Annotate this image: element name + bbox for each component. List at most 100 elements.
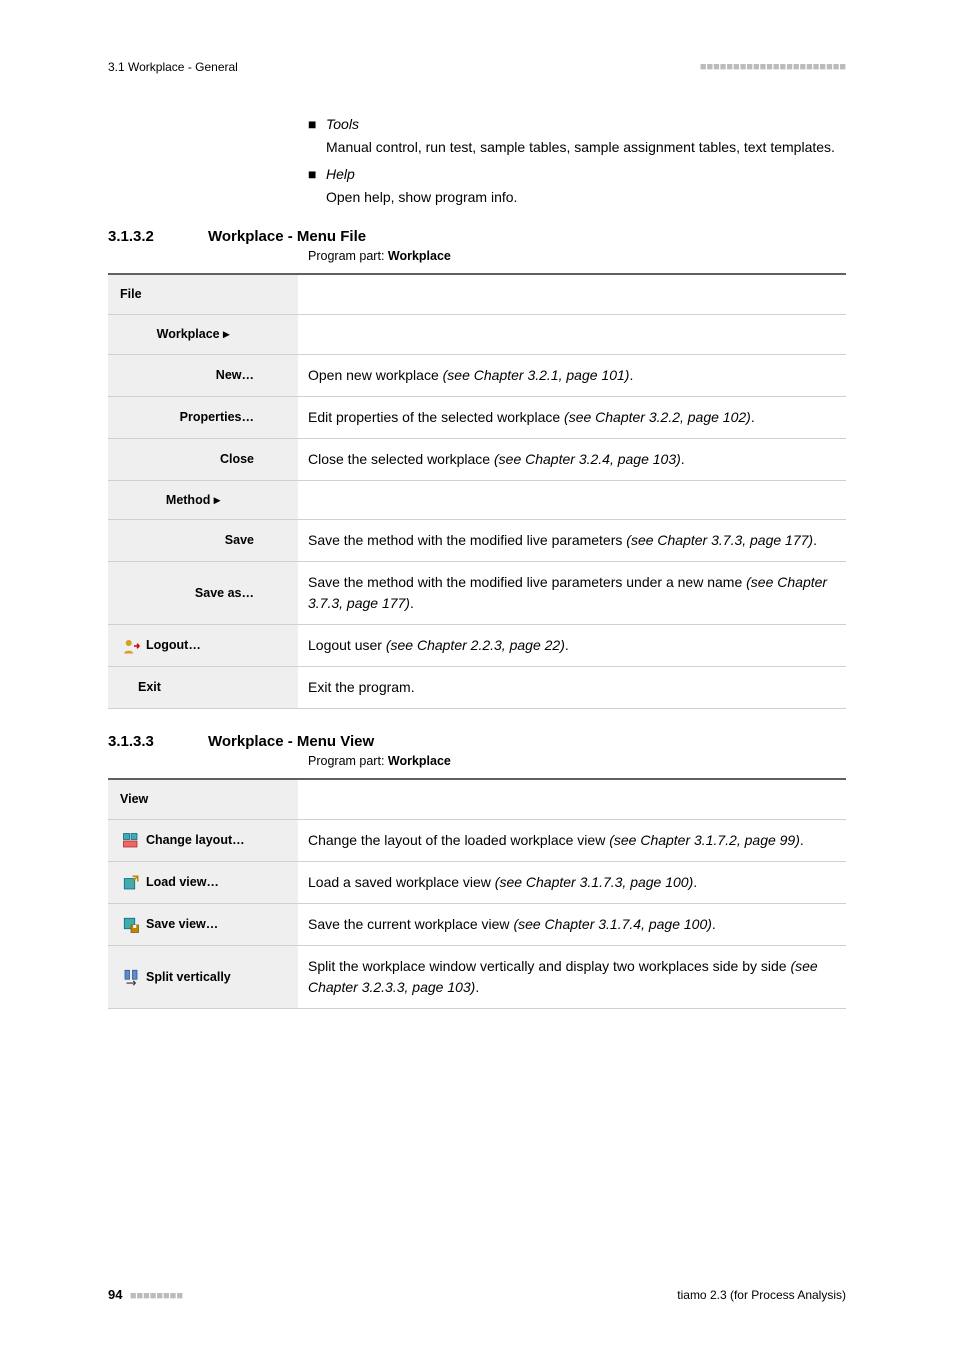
desc-ref: (see Chapter 3.2.4, page 103) [494,451,681,467]
menu-label: Load view… [146,873,219,892]
program-part-line: Program part: Workplace [308,249,846,263]
bullet-item: ■ Help [308,164,846,185]
footer-right: tiamo 2.3 (for Process Analysis) [677,1288,846,1302]
menu-label: Save [225,533,254,547]
table-row: Split vertically Split the workplace win… [108,946,846,1009]
footer-left: 94 ■■■■■■■■ [108,1287,183,1302]
menu-label: New… [216,368,254,382]
menu-item[interactable]: New… [108,354,298,396]
page-number: 94 [108,1287,122,1302]
desc-text: . [410,595,414,611]
desc-ref: (see Chapter 3.1.7.2, page 99) [609,832,800,848]
desc-text: . [475,979,479,995]
program-part-value: Workplace [388,249,451,263]
desc-text: Logout user [308,637,386,653]
table-row: Save view… Save the current workplace vi… [108,904,846,946]
menu-item[interactable]: Load view… [108,862,298,904]
menu-label: Close [220,452,254,466]
menu-label: Properties… [180,410,254,424]
desc-text: . [681,451,685,467]
desc-ref: (see Chapter 2.2.3, page 22) [386,637,565,653]
menu-desc: Close the selected workplace (see Chapte… [298,438,846,480]
menu-item[interactable]: Exit [108,667,298,709]
footer-dots: ■■■■■■■■ [130,1290,183,1302]
load-view-icon [122,874,140,892]
menu-desc [298,779,846,819]
table-row: View [108,779,846,819]
bullet-item: ■ Tools [308,114,846,135]
table-row: Logout… Logout user (see Chapter 2.2.3, … [108,625,846,667]
menu-desc: Open new workplace (see Chapter 3.2.1, p… [298,354,846,396]
page-footer: 94 ■■■■■■■■ tiamo 2.3 (for Process Analy… [108,1287,846,1302]
desc-text: Split the workplace window vertically an… [308,958,790,974]
section-number: 3.1.3.2 [108,228,208,245]
desc-ref: (see Chapter 3.2.2, page 102) [564,409,751,425]
menu-label: Change layout… [146,831,245,850]
menu-header: File [108,274,298,314]
bullet-title: Tools [326,114,359,135]
menu-desc: Change the layout of the loaded workplac… [298,820,846,862]
menu-item[interactable]: Close [108,438,298,480]
desc-text: . [629,367,633,383]
desc-text: Save the current workplace view [308,916,513,932]
menu-item[interactable]: Save as… [108,562,298,625]
section-heading-view: 3.1.3.3 Workplace - Menu View [108,733,846,750]
table-row: New… Open new workplace (see Chapter 3.2… [108,354,846,396]
desc-text: . [565,637,569,653]
section-title: Workplace - Menu View [208,733,374,750]
table-row: Method ▸ [108,480,846,520]
intro-bullets: ■ Tools Manual control, run test, sample… [308,114,846,208]
desc-ref: (see Chapter 3.1.7.3, page 100) [495,874,693,890]
desc-text: Save the method with the modified live p… [308,574,746,590]
menu-item[interactable]: Save [108,520,298,562]
save-view-icon [122,916,140,934]
desc-text: Close the selected workplace [308,451,494,467]
menu-label: File [120,287,142,301]
view-menu-table: View Change layout… Change the layout of… [108,778,846,1009]
menu-label: Save as… [195,586,254,600]
program-part-line: Program part: Workplace [308,754,846,768]
menu-item[interactable]: Properties… [108,396,298,438]
program-part-label: Program part: [308,249,388,263]
menu-desc: Split the workplace window vertically an… [298,946,846,1009]
program-part-value: Workplace [388,754,451,768]
menu-label: Split vertically [146,968,231,987]
desc-text: . [693,874,697,890]
menu-desc: Exit the program. [298,667,846,709]
table-row: Save Save the method with the modified l… [108,520,846,562]
menu-desc: Load a saved workplace view (see Chapter… [298,862,846,904]
desc-text: . [800,832,804,848]
page-header: 3.1 Workplace - General ■■■■■■■■■■■■■■■■… [108,60,846,74]
desc-ref: (see Chapter 3.1.7.4, page 100) [513,916,711,932]
desc-ref: (see Chapter 3.7.3, page 177) [626,532,813,548]
file-menu-table: File Workplace ▸ New… Open new workplace… [108,273,846,709]
menu-desc [298,314,846,354]
menu-label: Workplace ▸ [157,327,230,341]
section-title: Workplace - Menu File [208,228,366,245]
menu-item[interactable]: Split vertically [108,946,298,1009]
bullet-marker: ■ [308,164,326,185]
desc-text: Exit the program. [308,679,415,695]
table-row: Properties… Edit properties of the selec… [108,396,846,438]
desc-text: Change the layout of the loaded workplac… [308,832,609,848]
desc-text: Save the method with the modified live p… [308,532,626,548]
section-number: 3.1.3.3 [108,733,208,750]
menu-desc: Save the method with the modified live p… [298,520,846,562]
menu-desc: Save the method with the modified live p… [298,562,846,625]
menu-item[interactable]: Save view… [108,904,298,946]
table-row: Workplace ▸ [108,314,846,354]
menu-desc: Save the current workplace view (see Cha… [298,904,846,946]
change-layout-icon [122,832,140,850]
section-heading-file: 3.1.3.2 Workplace - Menu File [108,228,846,245]
bullet-marker: ■ [308,114,326,135]
menu-item[interactable]: Logout… [108,625,298,667]
section-breadcrumb: 3.1 Workplace - General [108,60,238,74]
bullet-body: Manual control, run test, sample tables,… [326,137,846,158]
submenu-header: Workplace ▸ [108,314,298,354]
bullet-body: Open help, show program info. [326,187,846,208]
menu-item[interactable]: Change layout… [108,820,298,862]
table-row: Exit Exit the program. [108,667,846,709]
menu-label: Save view… [146,915,218,934]
menu-label: Logout… [146,636,201,655]
table-row: Load view… Load a saved workplace view (… [108,862,846,904]
